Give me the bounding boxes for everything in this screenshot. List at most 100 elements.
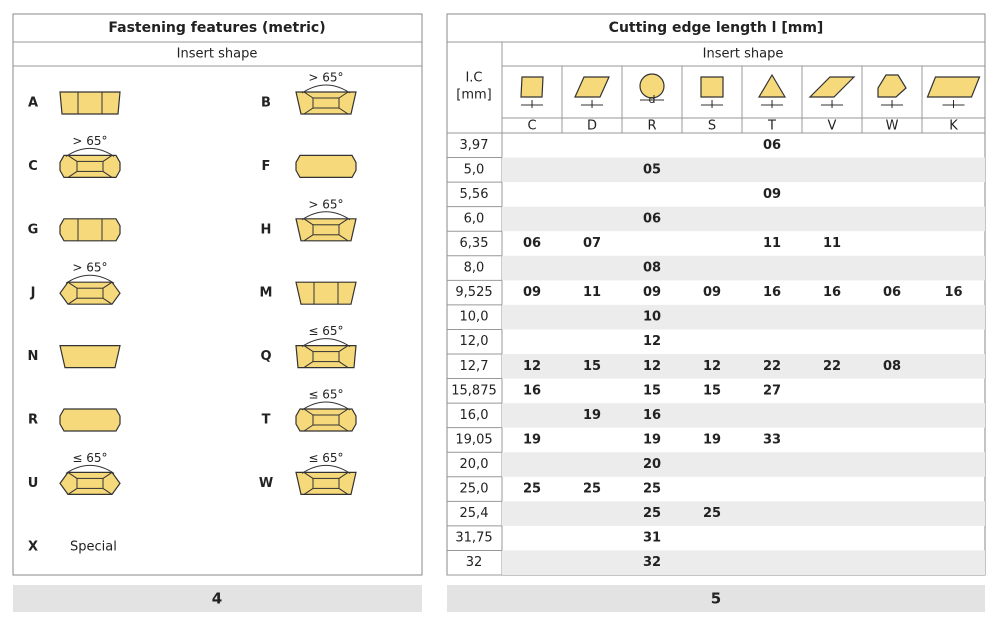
shape-line bbox=[102, 487, 113, 495]
row-shade bbox=[502, 206, 985, 232]
shape-line bbox=[102, 471, 113, 479]
shape-icon bbox=[574, 76, 610, 98]
angle-label: ≤ 65° bbox=[308, 388, 343, 402]
cell-value: 06 bbox=[643, 211, 661, 226]
cell-value: 22 bbox=[763, 359, 781, 374]
ic-value: 5,0 bbox=[464, 162, 485, 177]
angle-label: ≤ 65° bbox=[308, 324, 343, 338]
shape-icon bbox=[808, 76, 856, 98]
cell-value: 20 bbox=[643, 457, 661, 472]
shape-line bbox=[303, 487, 314, 495]
insert-shape bbox=[59, 91, 121, 115]
col-code: K bbox=[949, 119, 958, 134]
shape-line bbox=[338, 361, 349, 369]
item-code: R bbox=[28, 413, 38, 428]
angle-arc bbox=[301, 84, 351, 94]
left-title: Fastening features (metric) bbox=[108, 20, 325, 36]
cell-value: 25 bbox=[643, 506, 661, 521]
shape-line bbox=[67, 297, 78, 305]
shape-line bbox=[303, 408, 314, 416]
shape-line bbox=[303, 361, 314, 369]
cell-value: 05 bbox=[643, 162, 661, 177]
shape-sink bbox=[76, 160, 104, 172]
row-shade bbox=[502, 354, 985, 379]
cell-value: 25 bbox=[643, 482, 661, 497]
row-shade bbox=[502, 452, 985, 477]
row-shade bbox=[502, 255, 985, 281]
row-shade bbox=[502, 501, 985, 526]
shape-line bbox=[303, 234, 314, 242]
cell-value: 25 bbox=[583, 482, 601, 497]
cell-value: 08 bbox=[643, 261, 661, 276]
item-code: Q bbox=[260, 349, 271, 364]
shape-icon bbox=[926, 76, 981, 98]
ic-value: 19,05 bbox=[455, 432, 492, 447]
shape-line bbox=[102, 281, 113, 289]
ic-value: 12,7 bbox=[460, 359, 489, 374]
ic-value: 16,0 bbox=[460, 408, 489, 423]
dim-label: l bbox=[710, 98, 713, 111]
dim-label: l bbox=[830, 98, 833, 111]
dim-label: l bbox=[770, 98, 773, 111]
cell-value: 25 bbox=[523, 482, 541, 497]
insert-shape bbox=[59, 281, 121, 305]
shape-line bbox=[67, 487, 78, 495]
item-code: C bbox=[28, 159, 38, 174]
shape-line bbox=[338, 218, 349, 226]
insert-shape bbox=[59, 218, 121, 242]
cell-value: 15 bbox=[583, 359, 601, 374]
shape-line bbox=[338, 408, 349, 416]
shape-line bbox=[303, 218, 314, 226]
shape-line bbox=[102, 297, 113, 305]
cell-value: 09 bbox=[703, 285, 721, 300]
cell-value: 31 bbox=[643, 531, 661, 546]
shape-line bbox=[67, 154, 78, 162]
angle-label: ≤ 65° bbox=[308, 451, 343, 465]
angle-arc bbox=[301, 401, 351, 411]
cell-value: 09 bbox=[643, 285, 661, 300]
col-code: R bbox=[647, 119, 656, 134]
shape-icon bbox=[520, 76, 544, 98]
angle-label: > 65° bbox=[72, 261, 107, 275]
shape-sink bbox=[312, 477, 340, 489]
ic-value: 25,4 bbox=[460, 506, 489, 521]
cell-value: 27 bbox=[763, 383, 781, 398]
row-shade bbox=[502, 550, 985, 575]
cell-value: 09 bbox=[763, 187, 781, 202]
right-footer: 5 bbox=[711, 590, 721, 608]
insert-shape bbox=[295, 218, 357, 242]
angle-arc bbox=[301, 338, 351, 348]
cell-value: 12 bbox=[523, 359, 541, 374]
cell-value: 06 bbox=[523, 236, 541, 251]
item-text: Special bbox=[70, 539, 117, 554]
col-code: V bbox=[828, 119, 837, 134]
insert-shape bbox=[295, 91, 357, 115]
insert-shape bbox=[59, 154, 121, 178]
shape-icon bbox=[639, 73, 665, 99]
shape-sink bbox=[76, 287, 104, 299]
ic-value: 3,97 bbox=[460, 138, 489, 153]
item-code: X bbox=[28, 539, 38, 554]
angle-label: > 65° bbox=[308, 197, 343, 211]
angle-arc bbox=[301, 211, 351, 221]
item-code: H bbox=[261, 222, 272, 237]
ic-value: 6,35 bbox=[460, 236, 489, 251]
insert-shape bbox=[59, 345, 121, 369]
row-shade bbox=[502, 304, 985, 330]
cell-value: 19 bbox=[523, 432, 541, 447]
left-footer: 4 bbox=[212, 590, 222, 608]
cell-value: 19 bbox=[643, 432, 661, 447]
item-code: J bbox=[30, 286, 36, 301]
cell-value: 16 bbox=[763, 285, 781, 300]
angle-label: > 65° bbox=[72, 134, 107, 148]
angle-arc bbox=[65, 464, 115, 474]
cell-value: 09 bbox=[523, 285, 541, 300]
shape-line bbox=[67, 281, 78, 289]
shape-line bbox=[303, 471, 314, 479]
ic-value: 5,56 bbox=[460, 187, 489, 202]
item-code: A bbox=[28, 96, 38, 111]
shape-line bbox=[102, 170, 113, 178]
row-shade bbox=[502, 403, 985, 428]
shape-sink bbox=[312, 414, 340, 426]
cell-value: 25 bbox=[703, 506, 721, 521]
